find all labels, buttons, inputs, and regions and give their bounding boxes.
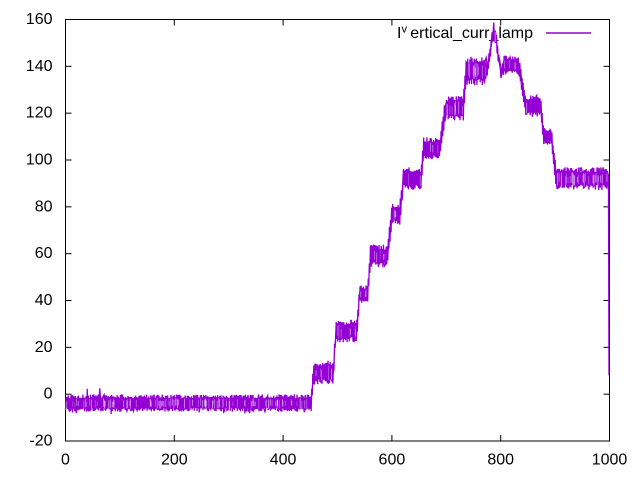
svg-text:140: 140 [26,58,53,75]
svg-text:600: 600 [379,452,406,469]
svg-text:160: 160 [26,11,53,28]
svg-text:60: 60 [35,245,53,262]
svg-text:120: 120 [26,105,53,122]
svg-text:1000: 1000 [592,452,628,469]
svg-text:Iv ertical_curr_lamp: Iv ertical_curr_lamp [397,24,533,43]
svg-text:-20: -20 [29,433,52,450]
svg-text:40: 40 [35,292,53,309]
svg-text:100: 100 [26,152,53,169]
svg-text:80: 80 [35,198,53,215]
svg-text:0: 0 [61,452,70,469]
svg-text:200: 200 [161,452,188,469]
svg-text:400: 400 [270,452,297,469]
svg-text:800: 800 [487,452,514,469]
svg-text:0: 0 [44,386,53,403]
svg-text:20: 20 [35,339,53,356]
